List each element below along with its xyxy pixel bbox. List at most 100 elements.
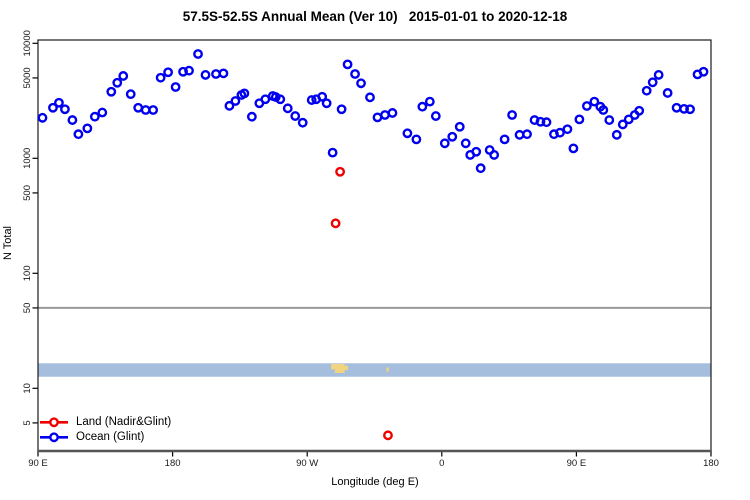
ocean-point [163, 67, 174, 78]
ocean-point [282, 103, 293, 114]
ocean-point [193, 49, 203, 59]
ocean-point [89, 111, 100, 122]
legend-label-ocean: Ocean (Glint) [76, 431, 145, 443]
ocean-point [653, 70, 664, 80]
ocean-point [475, 163, 486, 174]
ocean-point [97, 107, 108, 118]
x-tick-label: 180 [703, 458, 719, 469]
ocean-point [148, 105, 159, 115]
ocean-point [535, 116, 546, 127]
land-point [383, 430, 393, 441]
ocean-point [239, 88, 250, 99]
ocean-point [306, 95, 317, 105]
ocean-point [698, 66, 709, 77]
ocean-point [662, 88, 673, 98]
ocean-point [454, 121, 465, 132]
y-tick-label: 10000 [22, 30, 33, 56]
ocean-point [82, 123, 93, 134]
ocean-point [685, 104, 695, 115]
ocean-point [155, 72, 166, 83]
ocean-point [471, 146, 482, 157]
ocean-point [430, 111, 441, 121]
ocean-point [230, 96, 241, 106]
map-strip-land-south-america-tip-1 [331, 363, 338, 370]
ocean-point [106, 86, 117, 97]
ocean-point [336, 104, 347, 115]
chart-title: 57.5S-52.5S Annual Mean (Ver 10) 2015-01… [182, 9, 568, 24]
legend-label-land: Land (Nadir&Glint) [76, 416, 172, 428]
ocean-point [611, 129, 622, 140]
ocean-point [211, 69, 221, 79]
ocean-point [499, 134, 510, 145]
ocean-point [350, 69, 360, 79]
x-tick-label: 180 [165, 458, 181, 469]
ocean-point [327, 147, 338, 158]
x-tick-label: 90 E [28, 458, 48, 469]
y-tick-label: 50 [22, 303, 33, 314]
ocean-point [507, 110, 517, 120]
ocean-point [604, 115, 615, 125]
plot-border [37, 39, 712, 452]
ocean-point [224, 100, 235, 111]
ocean-point [297, 117, 308, 128]
x-tick-label: 90 E [567, 458, 587, 469]
ocean-point [541, 117, 552, 128]
ocean-point [37, 112, 48, 123]
ocean-point [260, 94, 271, 105]
map-strip-land-south-georgia [386, 367, 389, 372]
ocean-point [402, 128, 413, 139]
ocean-point [671, 102, 682, 113]
ocean-point [647, 77, 658, 88]
ocean-point [380, 110, 390, 120]
ocean-point [356, 78, 366, 89]
ocean-point [48, 102, 58, 113]
ocean-point [321, 98, 332, 109]
ocean-point [555, 127, 565, 138]
ocean-point [170, 82, 181, 92]
ocean-point [589, 96, 600, 107]
ocean-point [581, 101, 592, 111]
ocean-point [568, 143, 579, 154]
ocean-point [562, 124, 573, 135]
ocean-point [574, 114, 585, 125]
x-axis-label: Longitude (deg E) [331, 476, 419, 488]
ocean-point [439, 138, 450, 149]
map-strip-land-south-america-tip-3 [343, 365, 349, 371]
ocean-point [125, 89, 136, 100]
ocean-point [417, 101, 428, 112]
ocean-point [679, 103, 689, 114]
ocean-point [246, 111, 257, 122]
x-tick-label: 0 [439, 458, 444, 469]
ocean-point [73, 129, 84, 140]
ocean-point [133, 102, 144, 113]
ocean-point [489, 150, 500, 160]
ocean-point [112, 77, 123, 88]
ocean-point [184, 65, 194, 76]
land-point [335, 166, 346, 177]
map-strip-ocean [38, 363, 711, 377]
ocean-point [447, 131, 458, 142]
ocean-point [623, 114, 634, 125]
legend-symbol-circle [49, 432, 59, 443]
ocean-point [634, 105, 645, 116]
y-tick-label: 1000 [22, 148, 33, 169]
ocean-point [178, 66, 188, 77]
legend-symbol-circle [49, 417, 59, 428]
y-tick-label: 10 [22, 383, 33, 394]
ocean-point [60, 104, 70, 115]
ocean-point [342, 59, 353, 70]
ocean-point [118, 71, 129, 81]
map-strip-land-south-america-tip-2 [334, 363, 345, 373]
ocean-point [522, 129, 532, 140]
ocean-point [275, 94, 286, 105]
ocean-point [424, 96, 435, 107]
ocean-point [218, 68, 229, 79]
ocean-point [54, 97, 64, 108]
ocean-point [598, 105, 609, 115]
y-tick-label: 500 [22, 185, 33, 201]
ocean-point [365, 92, 375, 103]
y-tick-label: 100 [22, 265, 33, 281]
ocean-point [200, 70, 211, 80]
ocean-point [411, 134, 422, 145]
